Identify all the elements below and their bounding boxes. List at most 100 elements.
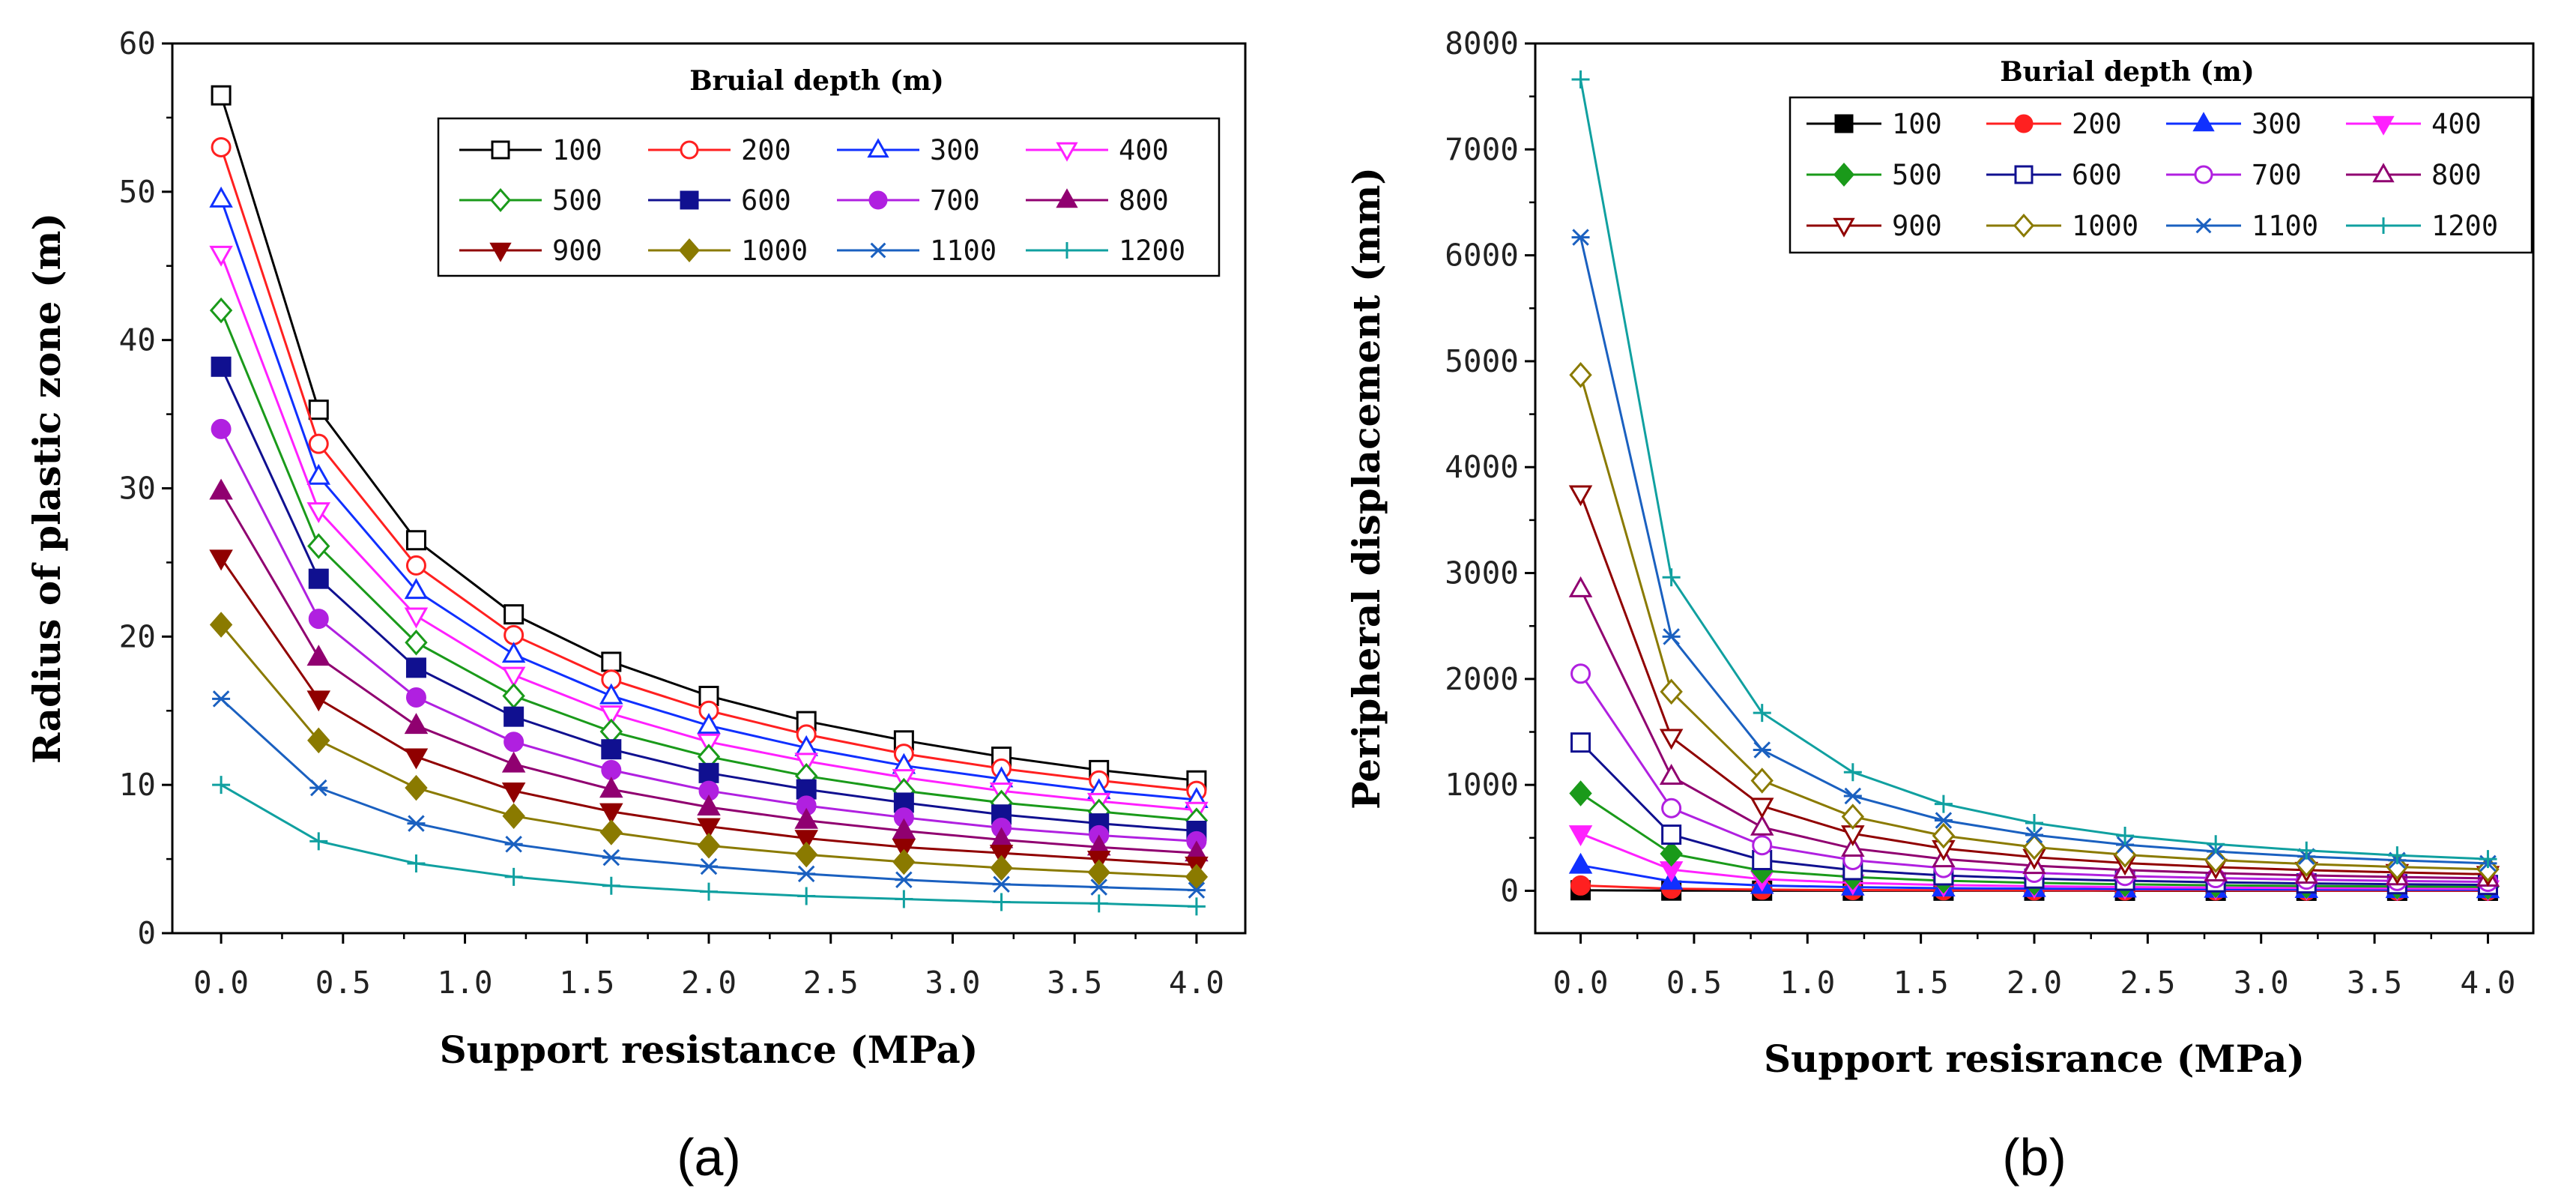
data-point-600 — [698, 762, 719, 783]
data-point-900 — [989, 845, 1014, 866]
legend-label: 1200 — [2431, 210, 2498, 242]
legend-item-1100: 1100 — [2166, 210, 2318, 242]
data-point-1200 — [700, 882, 718, 901]
x-tick-label: 3.0 — [925, 965, 980, 1001]
y-tick-label: 2000 — [1445, 661, 1519, 697]
data-point-1200 — [895, 890, 913, 908]
data-point-1100 — [1571, 229, 1590, 246]
x-tick-label: 2.0 — [2007, 965, 2062, 1001]
y-tick-label: 30 — [119, 471, 156, 507]
legend-label: 700 — [2252, 159, 2302, 191]
legend-label: 400 — [1119, 134, 1169, 166]
legend-item-700: 700 — [2166, 159, 2302, 191]
data-point-700 — [211, 418, 232, 439]
data-point-1100 — [2025, 826, 2043, 844]
data-point-1100 — [700, 857, 718, 875]
x-tick-label: 1.0 — [1780, 965, 1835, 1001]
data-point-1200 — [1089, 894, 1108, 913]
data-point-1200 — [992, 893, 1011, 911]
data-point-1000 — [1841, 803, 1865, 830]
series-200 — [211, 136, 1207, 801]
series-600 — [211, 356, 1207, 841]
legend-label: 1100 — [930, 235, 997, 267]
legend-item-300: 300 — [2166, 108, 2302, 140]
data-point-600 — [504, 706, 524, 727]
legend-item-500: 500 — [459, 184, 602, 217]
legend-marker-1100 — [2195, 217, 2212, 234]
legend-item-100: 100 — [459, 134, 602, 166]
data-point-1200 — [797, 887, 816, 905]
data-point-800 — [1841, 836, 1865, 857]
x-tick-label: 0.5 — [315, 965, 371, 1001]
data-point-400 — [697, 733, 721, 755]
data-point-1000 — [307, 727, 330, 754]
data-point-1100 — [1934, 812, 1953, 829]
data-point-1000 — [1087, 859, 1110, 886]
legend-item-200: 200 — [1986, 108, 2122, 140]
data-point-600 — [308, 568, 329, 589]
series-400 — [209, 245, 1209, 823]
data-point-800 — [1750, 814, 1774, 836]
y-tick-label: 0 — [1500, 872, 1519, 908]
data-point-800 — [209, 478, 233, 500]
legend-label: 500 — [552, 184, 602, 217]
data-point-500 — [307, 533, 330, 559]
legend-item-600: 600 — [648, 184, 791, 217]
y-axis-label: Radius of plastic zone (m) — [25, 213, 69, 764]
legend-marker-800 — [2372, 163, 2395, 183]
x-tick-label: 4.0 — [2460, 965, 2515, 1001]
data-point-1000 — [405, 774, 428, 801]
data-point-900 — [599, 803, 623, 824]
x-tick-label: 3.0 — [2234, 965, 2289, 1001]
data-point-400 — [1568, 825, 1593, 847]
data-point-600 — [601, 739, 622, 760]
legend-item-1200: 1200 — [2346, 210, 2498, 242]
data-point-500 — [405, 629, 428, 656]
data-point-800 — [404, 713, 429, 735]
legend-label: 1000 — [741, 235, 808, 267]
data-point-300 — [501, 642, 526, 663]
data-point-200 — [504, 624, 524, 645]
legend-marker-500 — [1833, 162, 1855, 187]
series-1100 — [1571, 229, 2497, 872]
data-point-700 — [601, 759, 622, 780]
x-tick-label: 1.5 — [559, 965, 614, 1001]
legend-marker-900 — [1833, 217, 1855, 238]
data-point-1200 — [309, 832, 328, 851]
data-point-1000 — [990, 854, 1013, 881]
legend-item-500: 500 — [1806, 159, 1942, 191]
data-point-1200 — [2207, 835, 2225, 854]
legend-marker-300 — [2192, 112, 2215, 132]
data-point-1200 — [2479, 850, 2497, 869]
data-point-400 — [599, 705, 623, 727]
legend-label: 600 — [741, 184, 791, 217]
data-point-1100 — [407, 815, 426, 832]
x-tick-label: 3.5 — [2347, 965, 2402, 1001]
data-point-400 — [209, 245, 233, 267]
x-tick-label: 1.5 — [1893, 965, 1949, 1001]
legend-label: 800 — [2431, 159, 2482, 191]
data-point-300 — [306, 463, 331, 485]
data-point-1000 — [1569, 362, 1592, 388]
legend-marker-200 — [2014, 114, 2034, 133]
data-point-1200 — [504, 867, 523, 886]
data-point-400 — [501, 666, 526, 688]
panel-a: 0 10 20 30 40 50 60 0.0 0.5 1.0 1.5 2.0 2.5 3.0 3.5 4.0… — [25, 25, 1247, 1187]
data-point-1000 — [794, 841, 818, 868]
data-point-1000 — [209, 612, 233, 638]
data-point-400 — [404, 607, 429, 629]
y-tick-label: 0 — [137, 915, 156, 951]
data-point-1100 — [895, 871, 913, 889]
legend-item-1000: 1000 — [648, 235, 808, 267]
x-tick-label: 0.0 — [1553, 965, 1609, 1001]
data-point-1100 — [2116, 836, 2135, 854]
x-tick-label: 2.5 — [803, 965, 859, 1001]
x-tick-label: 0.0 — [193, 965, 249, 1001]
data-point-1100 — [504, 836, 523, 853]
legend-marker-700 — [2194, 165, 2213, 184]
legend-item-400: 400 — [2346, 108, 2482, 140]
data-point-200 — [405, 555, 426, 576]
data-point-900 — [892, 839, 916, 860]
legend-item-1100: 1100 — [837, 235, 997, 267]
data-point-1200 — [1571, 70, 1590, 89]
